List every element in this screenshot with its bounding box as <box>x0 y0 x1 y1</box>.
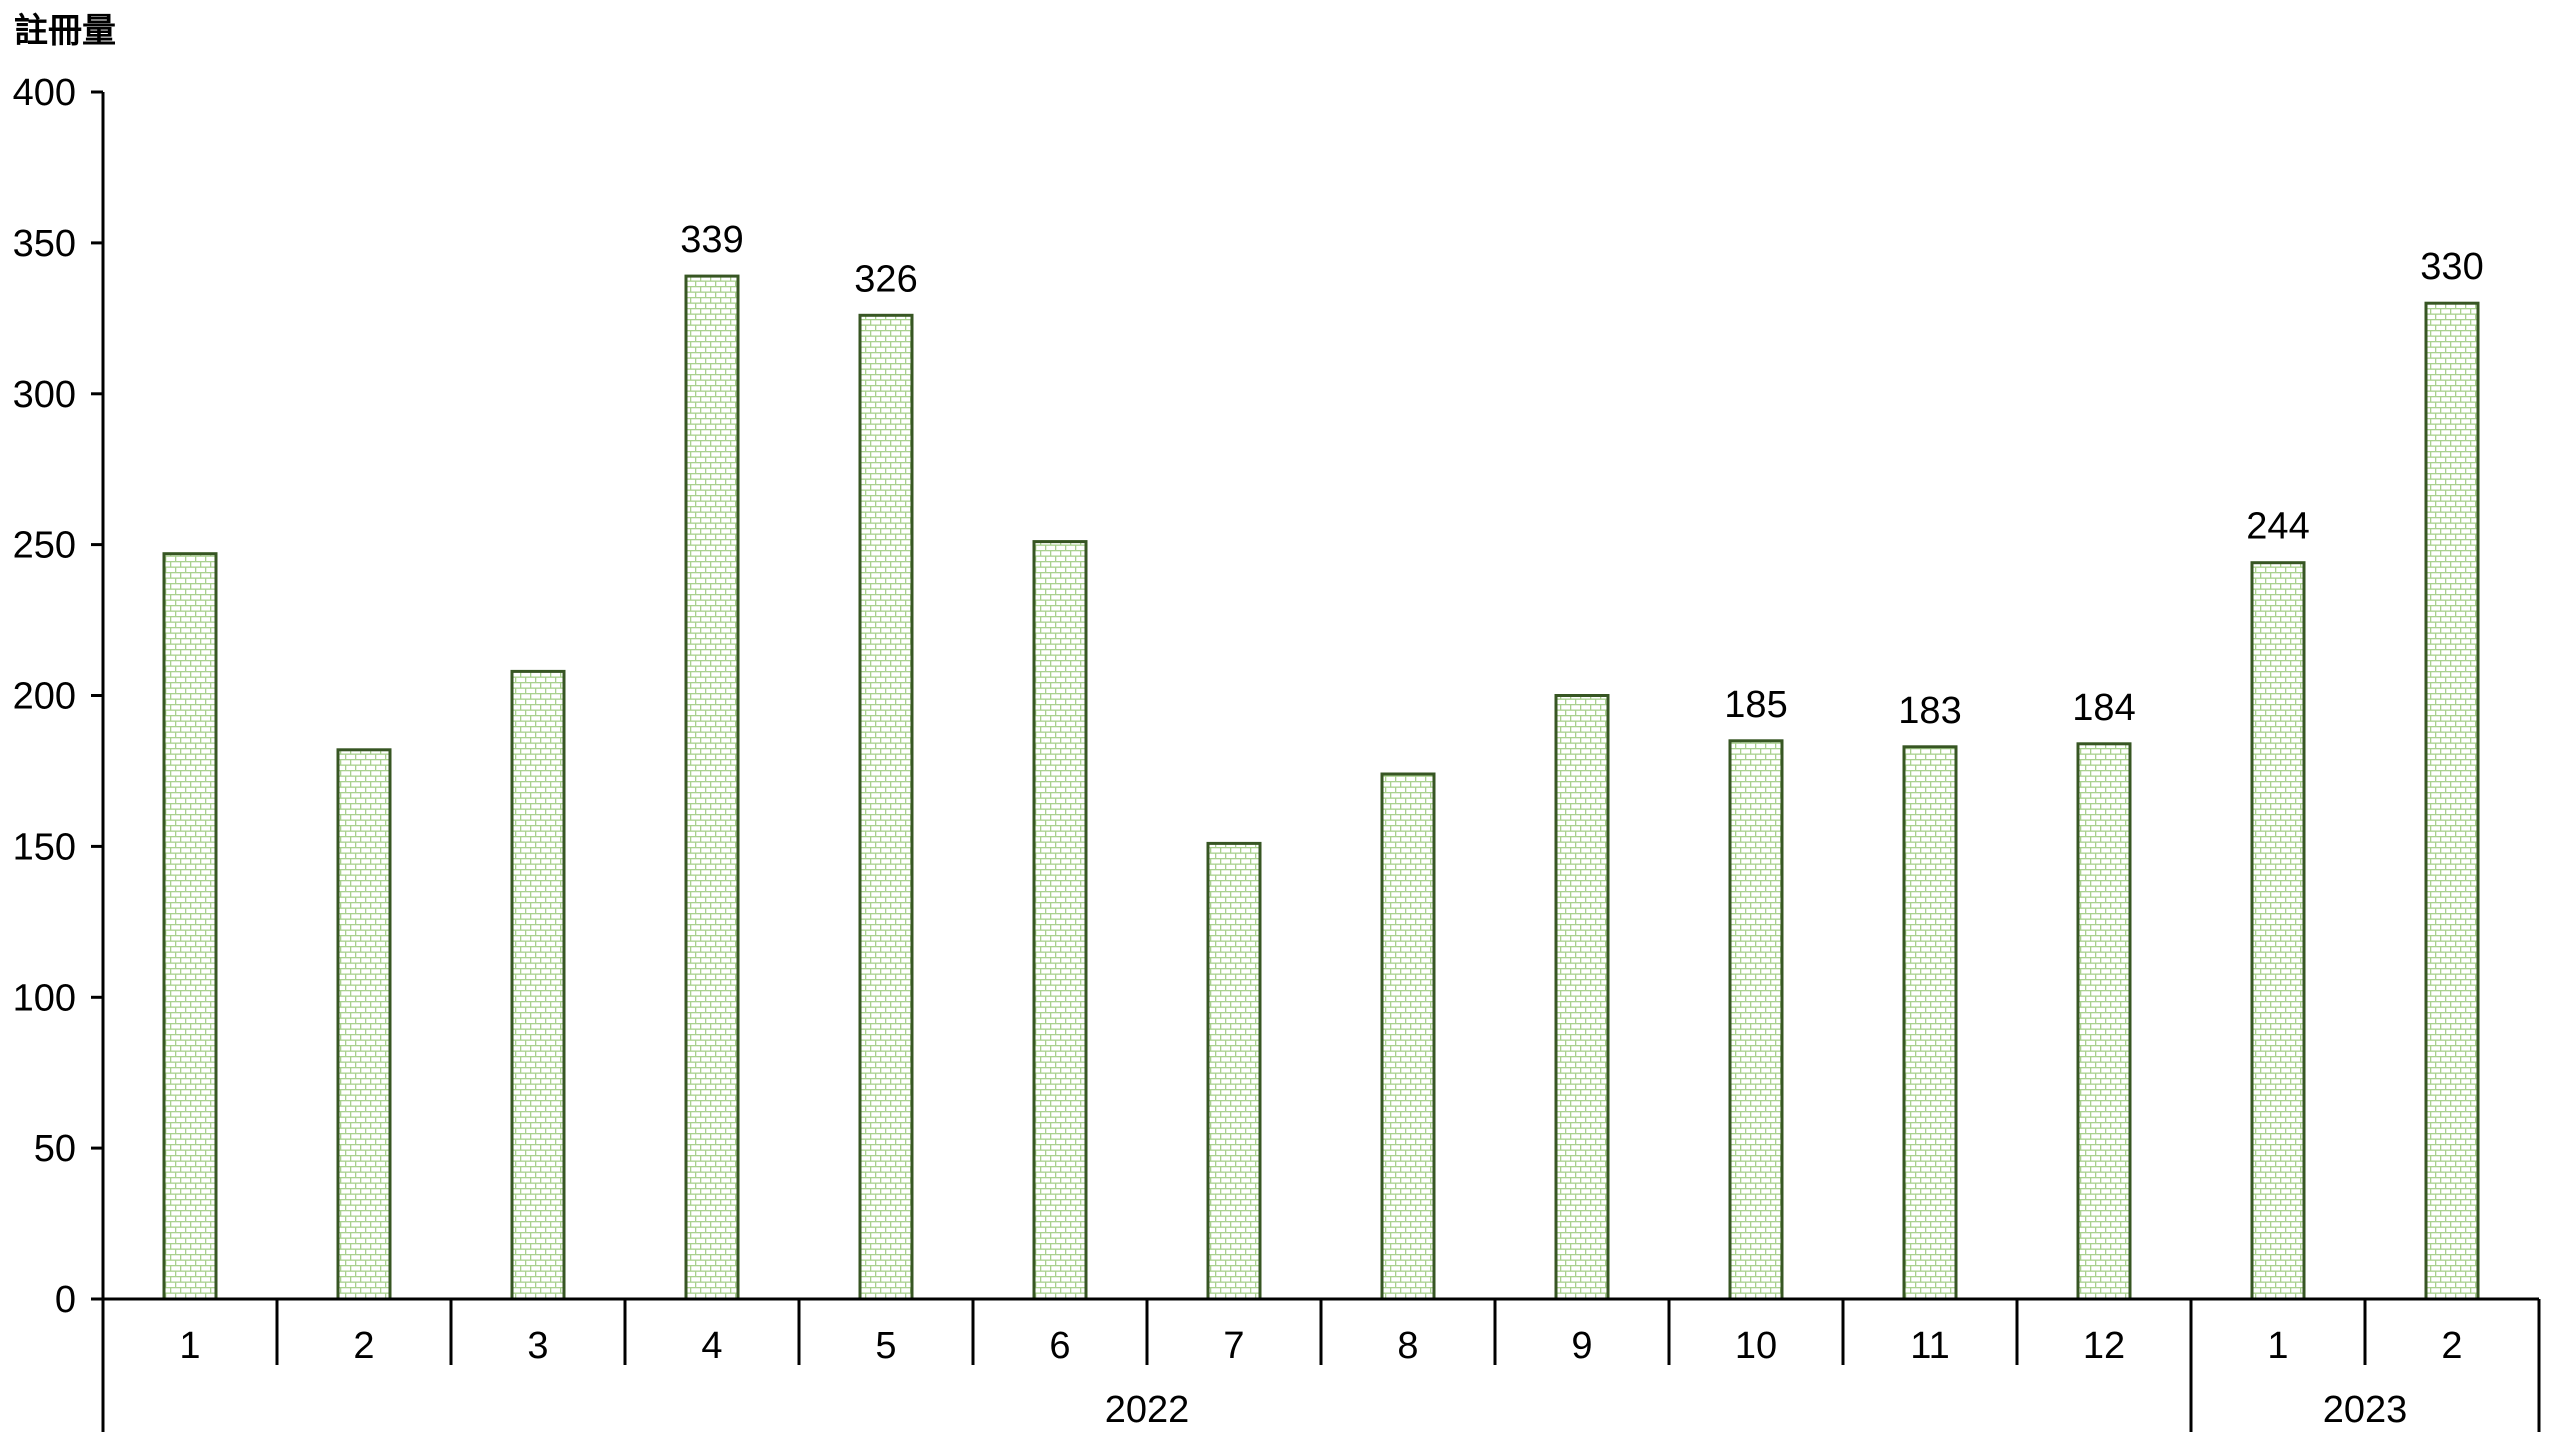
x-month-label: 7 <box>1223 1325 1244 1367</box>
y-tick-label: 200 <box>13 676 76 718</box>
y-tick-label: 250 <box>13 525 76 567</box>
x-month-label: 2 <box>353 1325 374 1367</box>
bar-value-label: 244 <box>2246 506 2309 548</box>
x-axis-labels-group: 1 2 3 4 5 6 7 8 9 10 11 12 1 2 <box>179 1325 2462 1367</box>
bars-group <box>162 274 2480 1301</box>
bar-value-label: 184 <box>2072 687 2135 729</box>
bar <box>858 313 914 1301</box>
chart-title: 註冊量 <box>14 12 116 50</box>
y-tick-label: 50 <box>34 1128 76 1170</box>
year-labels-group: 2022 2023 <box>1105 1389 2408 1431</box>
bar-value-label: 339 <box>680 219 743 261</box>
bar-value-label: 326 <box>854 258 917 300</box>
y-tick-label: 400 <box>13 72 76 114</box>
bar <box>2076 742 2132 1301</box>
bar-value-label: 185 <box>1724 684 1787 726</box>
x-month-label: 6 <box>1049 1325 1070 1367</box>
x-month-label: 8 <box>1397 1325 1418 1367</box>
bar <box>1554 694 1610 1301</box>
bar <box>1902 745 1958 1301</box>
bar <box>510 669 566 1301</box>
y-tick-label: 150 <box>13 826 76 868</box>
bar <box>1206 841 1262 1301</box>
y-axis-labels-group: 0 50 100 150 200 250 300 350 400 <box>13 72 76 1321</box>
y-axis-ticks-group <box>91 90 103 1301</box>
x-month-label: 1 <box>179 1325 200 1367</box>
year-label: 2023 <box>2323 1389 2408 1431</box>
bar-value-label: 183 <box>1898 690 1961 732</box>
x-month-label: 3 <box>527 1325 548 1367</box>
bar <box>336 748 392 1301</box>
y-tick-label: 300 <box>13 374 76 416</box>
bar <box>2424 301 2480 1301</box>
x-month-label: 2 <box>2441 1325 2462 1367</box>
bar <box>2250 561 2306 1301</box>
y-tick-label: 100 <box>13 977 76 1019</box>
bar <box>1032 540 1088 1301</box>
bar-value-labels-group: 339 326 185 183 184 244 330 <box>680 219 2483 732</box>
bar <box>162 552 218 1301</box>
x-month-label: 1 <box>2267 1325 2288 1367</box>
year-label: 2022 <box>1105 1389 1190 1431</box>
x-month-label: 10 <box>1735 1325 1777 1367</box>
bar <box>684 274 740 1301</box>
y-tick-label: 0 <box>55 1279 76 1321</box>
bar-value-label: 330 <box>2420 246 2483 288</box>
x-month-label: 12 <box>2083 1325 2125 1367</box>
x-month-label: 5 <box>875 1325 896 1367</box>
x-month-label: 4 <box>701 1325 722 1367</box>
bar <box>1728 739 1784 1301</box>
category-separators-group <box>275 1299 2541 1432</box>
axes-group <box>91 92 2539 1432</box>
x-month-label: 9 <box>1571 1325 1592 1367</box>
bar <box>1380 772 1436 1301</box>
x-month-label: 11 <box>1910 1325 1949 1367</box>
y-tick-label: 350 <box>13 223 76 265</box>
